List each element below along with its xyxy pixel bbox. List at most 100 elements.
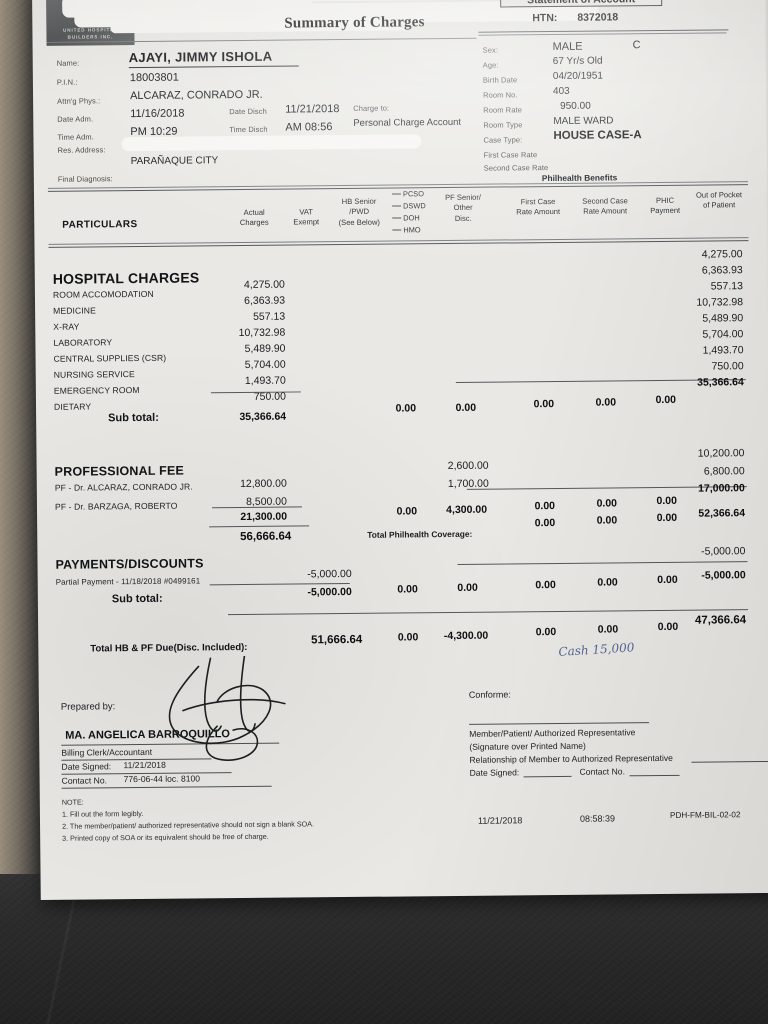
statement-of-account-paper: UNITED HOSPITAL BUILDERS INC. UHBI State… — [32, 0, 768, 900]
checkbox-pcso[interactable]: PCSO — [391, 189, 424, 198]
value-room-type: MALE WARD — [553, 115, 614, 128]
charge-actual-amount: 5,704.00 — [244, 358, 286, 371]
philhealth-out-of-pocket: 52,366.64 — [698, 507, 746, 520]
checkbox-dswd[interactable]: DSWD — [392, 201, 426, 210]
value-date-disch: 11/21/2018 — [285, 103, 340, 116]
label-room-type: Room Type — [483, 120, 523, 130]
charge-out-of-pocket-amount: 5,704.00 — [702, 328, 744, 341]
value-pin: 18003801 — [129, 71, 179, 85]
note-item: 1. Fill out the form legibly. — [61, 808, 144, 819]
pf-subtotal-first-case: 0.00 — [534, 500, 556, 513]
value-room-rate: 950.00 — [560, 100, 591, 112]
header-rule-2 — [478, 32, 727, 36]
label-age: Age: — [482, 60, 499, 70]
htn-value: 8372018 — [577, 11, 619, 24]
charge-row-label: ROOM ACCOMODATION — [52, 288, 154, 300]
pf-out-of-pocket-amount: 6,800.00 — [703, 465, 745, 478]
prepared-by-name-underline — [61, 742, 280, 746]
value-date-adm: 11/16/2018 — [130, 107, 185, 121]
grand-total-out-of-pocket: 47,366.64 — [694, 614, 747, 627]
prepared-by-date-signed-label: Date Signed: — [61, 761, 112, 772]
grand-total-second-case: 0.00 — [597, 623, 619, 636]
hospital-subtotal-actual: 35,366.64 — [239, 410, 287, 424]
notes-title: NOTE: — [61, 797, 84, 807]
checkbox-doh-label: DOH — [403, 213, 420, 223]
conforme-contact-label: Contact No. — [579, 766, 625, 777]
charge-out-of-pocket-amount: 6,363.93 — [701, 264, 743, 277]
payments-subtotal-vat-exempt: 0.00 — [397, 583, 418, 596]
note-item: 2. The member/patient/ authorized repres… — [62, 819, 315, 831]
payments-subtotal-actual: -5,000.00 — [307, 585, 352, 599]
hospital-subtotal-out-of-pocket: 35,366.64 — [697, 376, 744, 389]
charge-row-label: MEDICINE — [53, 305, 96, 316]
value-time-disch: AM 08:56 — [285, 121, 333, 134]
pf-subtotal-actual: 21,300.00 — [240, 510, 288, 524]
conforme-line-2: (Signature over Printed Name) — [469, 740, 586, 752]
charge-row-label: CENTRAL SUPPLIES (CSR) — [53, 352, 167, 364]
grand-total-label: Total HB & PF Due(Disc. Included): — [90, 641, 248, 655]
prepared-by-label: Prepared by: — [60, 701, 116, 713]
grand-total-actual: 51,666.64 — [311, 633, 363, 647]
charge-out-of-pocket-amount: 1,493.70 — [702, 344, 744, 357]
note-item: 3. Printed copy of SOA or its equivalent… — [62, 831, 269, 843]
prepared-by-name: MA. ANGELICA BARROQUILLO — [65, 728, 231, 742]
value-charge-to: Personal Charge Account — [353, 116, 462, 129]
label-attending-physician: Attn'g Phys.: — [57, 96, 101, 106]
value-room-no: 403 — [552, 85, 570, 98]
prepared-by-contact: 776-06-44 loc. 8100 — [123, 773, 201, 785]
grand-total-hb-senior: -4,300.00 — [443, 629, 489, 643]
label-second-case-rate: Second Case Rate — [483, 163, 549, 173]
charge-actual-amount: 6,363.93 — [244, 294, 286, 307]
charge-row-label: DIETARY — [53, 401, 92, 412]
running-total-rule — [209, 525, 310, 528]
payments-subtotal-pf-senior: 0.00 — [535, 579, 556, 592]
section-title-payments-discounts: PAYMENTS/DISCOUNTS — [55, 556, 204, 572]
pf-subtotal-out-of-pocket: 17,000.00 — [698, 482, 745, 495]
value-sex-code: C — [632, 39, 641, 52]
conforme-date-line — [523, 775, 572, 778]
hospital-subtotal-first-case: 0.00 — [595, 396, 617, 409]
charge-row-label: NURSING SERVICE — [53, 369, 135, 380]
charge-row-label: EMERGENCY ROOM — [53, 384, 140, 396]
grand-total-first-case: 0.00 — [535, 625, 557, 639]
label-sex: Sex: — [482, 45, 499, 55]
checkbox-hmo[interactable]: HMO — [392, 225, 421, 234]
redaction-stroke-address — [121, 134, 422, 152]
philhealth-first-case: 0.00 — [534, 517, 556, 530]
charge-row-label: X-RAY — [53, 321, 80, 332]
hospital-subtotal-vat-exempt: 0.00 — [395, 402, 417, 415]
label-time-adm: Time Adm. — [57, 132, 94, 142]
htn-label: HTN: — [532, 11, 558, 25]
column-header-pf-senior-other: PF Senior/ Other Disc. — [445, 192, 482, 223]
charge-actual-amount: 557.13 — [252, 310, 286, 323]
payment-row-label: Partial Payment - 11/18/2018 #0499161 — [55, 576, 201, 587]
value-attending-physician: ALCARAZ, CONRADO JR. — [129, 88, 263, 103]
pf-senior-disc-amount: 2,600.00 — [447, 459, 489, 473]
label-name: Name: — [56, 58, 80, 68]
label-date-adm: Date Adm. — [57, 114, 94, 124]
label-case-type: Case Type: — [483, 135, 523, 145]
section-title-hospital-charges: HOSPITAL CHARGES — [52, 269, 200, 287]
charge-out-of-pocket-amount: 4,275.00 — [701, 248, 743, 261]
handwritten-signature — [168, 655, 286, 761]
pf-actual-amount: 12,800.00 — [239, 477, 287, 491]
prepared-by-date-signed: 11/21/2018 — [123, 759, 166, 771]
label-final-diagnosis: Final Diagnosis: — [57, 174, 113, 184]
hospital-subtotal-label: Sub total: — [108, 411, 159, 425]
page-title: Summary of Charges — [284, 14, 425, 32]
charge-out-of-pocket-amount: 750.00 — [711, 360, 744, 373]
pf-subtotal-second-case: 0.00 — [596, 497, 618, 510]
hospital-subtotal-hb-senior: 0.00 — [455, 401, 477, 414]
payments-subtotal-rule-left — [209, 582, 350, 586]
hospital-subtotal-second-case: 0.00 — [655, 393, 677, 407]
philhealth-coverage-label: Total Philhealth Coverage: — [367, 528, 473, 540]
checkbox-doh[interactable]: DOH — [392, 213, 420, 222]
charge-actual-amount: 4,275.00 — [243, 278, 285, 291]
pf-row-label: PF - Dr. ALCARAZ, CONRADO JR. — [54, 481, 193, 493]
value-sex: MALE — [552, 40, 583, 54]
charge-actual-amount: 750.00 — [253, 390, 286, 403]
payment-out-of-pocket-amount: -5,000.00 — [701, 545, 746, 558]
pf-subtotal-rule-left — [211, 506, 302, 509]
conforme-date-signed-label: Date Signed: — [469, 767, 520, 778]
